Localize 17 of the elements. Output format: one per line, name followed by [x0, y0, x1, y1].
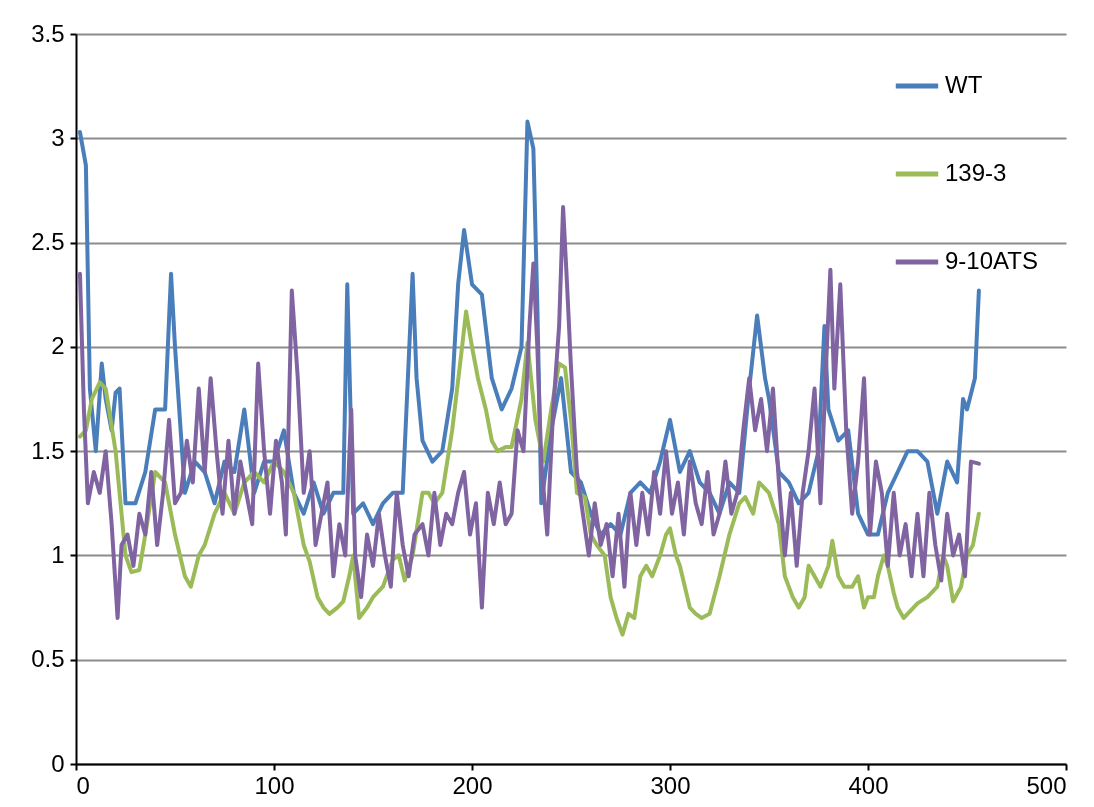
y-tick-label: 0.5 — [31, 645, 65, 673]
y-tick-label: 0 — [51, 749, 65, 777]
x-tick-label: 200 — [452, 771, 493, 799]
x-tick-label: 500 — [1026, 771, 1067, 799]
x-tick-label: 300 — [650, 771, 691, 799]
legend-label: 9-10ATS — [945, 247, 1038, 274]
y-tick-label: 2 — [51, 332, 65, 360]
x-tick-label: 400 — [848, 771, 889, 799]
y-tick-label: 2.5 — [31, 228, 65, 256]
y-tick-label: 3 — [51, 123, 65, 151]
x-tick-label: 0 — [76, 771, 90, 799]
y-tick-label: 1.5 — [31, 436, 65, 464]
legend-label: WT — [945, 71, 983, 98]
x-tick-label: 100 — [254, 771, 295, 799]
y-tick-label: 3.5 — [31, 19, 65, 47]
y-tick-label: 1 — [51, 540, 65, 568]
legend-label: 139-3 — [945, 159, 1007, 186]
